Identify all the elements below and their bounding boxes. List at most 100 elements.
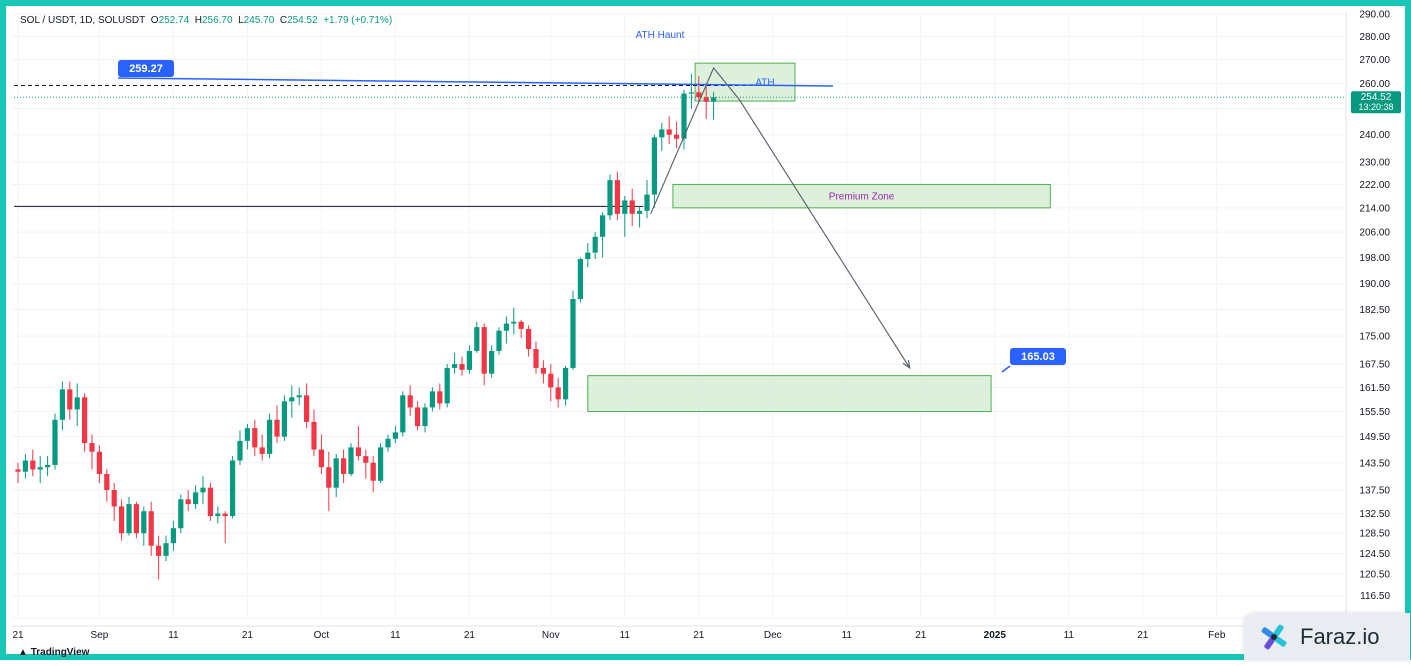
price-axis[interactable]: 290.00280.00270.00260.00250.00240.00230.… — [1345, 10, 1401, 627]
candle-body — [363, 456, 369, 463]
candle-body — [644, 194, 650, 211]
candle-body — [111, 490, 117, 507]
price-tag-value: 254.52 — [1361, 92, 1392, 103]
symbol-label: SOL / USDT, 1D, SOLUSDT — [20, 15, 146, 26]
y-tick-label: 280.00 — [1359, 32, 1390, 43]
candle-body — [577, 259, 583, 300]
candle-body — [681, 93, 687, 139]
candle-body — [555, 387, 561, 400]
x-tick-label: 11 — [390, 630, 401, 641]
candle-body — [474, 327, 480, 351]
open-label: O — [150, 15, 159, 26]
candle-body — [607, 180, 613, 216]
candle-body — [600, 215, 606, 237]
grid-lines — [12, 13, 1344, 619]
candle-body — [37, 467, 43, 470]
candle-body — [563, 367, 569, 400]
candle-body — [296, 395, 302, 398]
x-tick-label: 11 — [620, 630, 631, 641]
candle-body — [526, 328, 532, 350]
candle-body — [156, 545, 162, 556]
candle-body — [148, 511, 154, 546]
candle-body — [674, 134, 680, 139]
x-tick-label: 21 — [12, 630, 24, 641]
candle-body — [119, 506, 125, 534]
candle-body — [429, 391, 435, 408]
x-tick-label: 21 — [1137, 630, 1149, 641]
candle-body — [193, 492, 199, 505]
ath-haunt-label: ATH Haunt — [636, 30, 685, 41]
tradingview-icon: ▲ — [18, 647, 28, 658]
candle-body — [392, 432, 398, 439]
candle-body — [311, 421, 317, 450]
candle-body — [511, 321, 517, 324]
candle-body — [415, 407, 421, 427]
low-value: 245.70 — [243, 15, 275, 26]
candle-body — [370, 462, 376, 481]
x-tick-label: Nov — [542, 630, 560, 641]
candle-body — [163, 543, 169, 556]
projection-path — [650, 66, 911, 369]
candle-body — [341, 458, 347, 474]
candle-body — [659, 129, 665, 138]
time-axis[interactable]: 21 Sep 11 21 Oct 11 21 Nov 11 21 Dec 11 21 2025 11 21 Fe… — [12, 625, 1346, 641]
candle-body — [289, 397, 295, 402]
candle-body — [267, 419, 273, 454]
y-tick-label: 190.00 — [1359, 279, 1390, 290]
candle-body — [126, 504, 132, 534]
x-tick-label: 11 — [1064, 630, 1075, 641]
candle-body — [185, 499, 191, 505]
candle-body — [333, 458, 339, 488]
candle-body — [496, 330, 502, 351]
candle-body — [407, 395, 413, 408]
brand-logo-icon — [1261, 624, 1287, 650]
candle-body — [703, 97, 709, 102]
candle-body — [711, 97, 717, 102]
x-tick-label: 11 — [842, 630, 853, 641]
candle-body — [178, 499, 184, 529]
y-tick-label: 132.50 — [1359, 509, 1390, 520]
y-tick-label: 143.50 — [1359, 458, 1390, 469]
candle-body — [82, 397, 88, 444]
candle-body — [637, 210, 643, 214]
y-tick-label: 230.00 — [1359, 157, 1390, 168]
y-tick-label: 260.00 — [1359, 79, 1390, 90]
close-label: C — [279, 15, 288, 26]
close-value: 254.52 — [287, 15, 318, 26]
candle-body — [570, 299, 576, 368]
y-tick-label: 206.00 — [1359, 228, 1390, 239]
price-chart[interactable]: ATH Premium Zone ATH Haunt 259.27 165.03 290… — [6, 6, 1411, 666]
candle-body — [104, 473, 110, 491]
candle-body — [141, 511, 147, 534]
y-tick-label: 120.50 — [1359, 570, 1390, 581]
y-tick-label: 124.50 — [1359, 549, 1390, 560]
y-tick-label: 161.50 — [1359, 383, 1390, 394]
candle-body — [385, 438, 391, 448]
callout-label: 165.03 — [1021, 351, 1055, 363]
y-tick-label: 214.00 — [1359, 203, 1390, 214]
x-tick-label: Oct — [314, 630, 330, 641]
candle-body — [22, 460, 28, 472]
y-tick-label: 137.50 — [1359, 486, 1390, 497]
candle-body — [230, 460, 236, 517]
x-tick-label: 2025 — [984, 630, 1007, 641]
candle-body — [89, 443, 95, 452]
y-tick-label: 222.00 — [1359, 180, 1390, 191]
candle-body — [96, 451, 102, 474]
callout-pointer — [117, 77, 834, 87]
candle-body — [518, 321, 524, 329]
change-value: +1.79 (+0.71%) — [323, 15, 393, 26]
candle-body — [533, 349, 539, 368]
x-tick-label: 21 — [915, 630, 927, 641]
candle-body — [237, 440, 243, 461]
price-tag-countdown: 13:20:38 — [1358, 102, 1393, 112]
tradingview-logo[interactable]: ▲ TradingView — [18, 647, 89, 658]
candle-body — [30, 460, 36, 470]
candles-layer — [15, 73, 717, 580]
candle-body — [651, 137, 657, 195]
candle-body — [503, 323, 509, 331]
zone-box — [587, 375, 992, 413]
annotation-layer: ATH Premium Zone ATH Haunt 259.27 165.03 — [117, 30, 1066, 373]
candle-body — [422, 407, 428, 427]
